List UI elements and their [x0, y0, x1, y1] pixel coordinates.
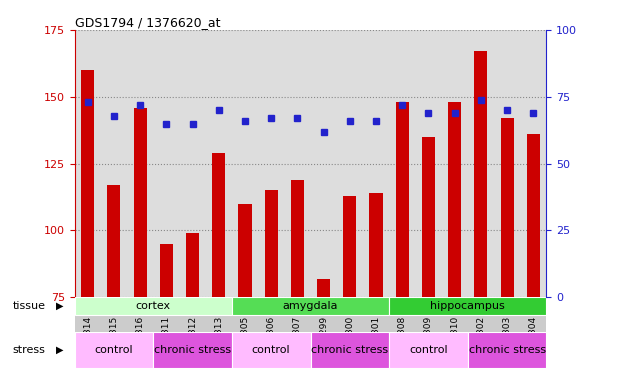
Text: control: control	[94, 345, 133, 355]
Text: stress: stress	[12, 345, 45, 355]
Bar	[389, 332, 468, 368]
Bar	[81, 70, 94, 297]
Text: GSM53304: GSM53304	[529, 316, 538, 365]
Bar	[265, 190, 278, 297]
Text: GSM53306: GSM53306	[266, 316, 276, 365]
Bar	[369, 193, 383, 297]
Text: amygdala: amygdala	[283, 301, 338, 311]
Bar	[232, 297, 389, 315]
Text: GSM53313: GSM53313	[214, 316, 223, 365]
Text: hippocampus: hippocampus	[430, 301, 505, 311]
Text: tissue: tissue	[12, 301, 45, 311]
Bar	[107, 185, 120, 297]
Text: ▶: ▶	[56, 345, 63, 355]
Bar	[501, 118, 514, 297]
Text: GSM53312: GSM53312	[188, 316, 197, 365]
Bar	[291, 180, 304, 297]
Bar	[75, 332, 153, 368]
Text: chronic stress: chronic stress	[311, 345, 388, 355]
Text: ▶: ▶	[56, 301, 63, 311]
Text: GSM53302: GSM53302	[476, 316, 486, 365]
Bar	[75, 315, 546, 332]
Text: GSM53311: GSM53311	[162, 316, 171, 365]
Text: GSM53301: GSM53301	[371, 316, 381, 365]
Bar	[153, 332, 232, 368]
Text: GSM53314: GSM53314	[83, 316, 92, 365]
Text: cortex: cortex	[135, 301, 171, 311]
Text: GSM53308: GSM53308	[398, 316, 407, 365]
Bar	[160, 244, 173, 297]
Bar	[75, 297, 232, 315]
Bar	[396, 102, 409, 297]
Text: GSM53315: GSM53315	[109, 316, 119, 365]
Bar	[317, 279, 330, 297]
Text: GDS1794 / 1376620_at: GDS1794 / 1376620_at	[75, 16, 220, 29]
Text: GSM53316: GSM53316	[135, 316, 145, 365]
Text: GSM53307: GSM53307	[293, 316, 302, 365]
Bar	[448, 102, 461, 297]
Text: GSM53305: GSM53305	[240, 316, 250, 365]
Bar	[468, 332, 546, 368]
Text: GSM53303: GSM53303	[502, 316, 512, 365]
Bar	[310, 332, 389, 368]
Bar	[232, 332, 310, 368]
Text: chronic stress: chronic stress	[154, 345, 231, 355]
Text: control: control	[252, 345, 291, 355]
Bar	[212, 153, 225, 297]
Bar	[527, 134, 540, 297]
Bar	[422, 137, 435, 297]
Text: GSM53300: GSM53300	[345, 316, 355, 365]
Text: chronic stress: chronic stress	[469, 345, 546, 355]
Bar	[238, 204, 252, 297]
Bar	[474, 51, 487, 297]
Bar	[343, 196, 356, 297]
Text: GSM53309: GSM53309	[424, 316, 433, 365]
Text: GSM53310: GSM53310	[450, 316, 459, 365]
Bar	[134, 108, 147, 297]
Text: control: control	[409, 345, 448, 355]
Bar	[186, 233, 199, 297]
Text: GSM53299: GSM53299	[319, 316, 328, 365]
Bar	[389, 297, 546, 315]
